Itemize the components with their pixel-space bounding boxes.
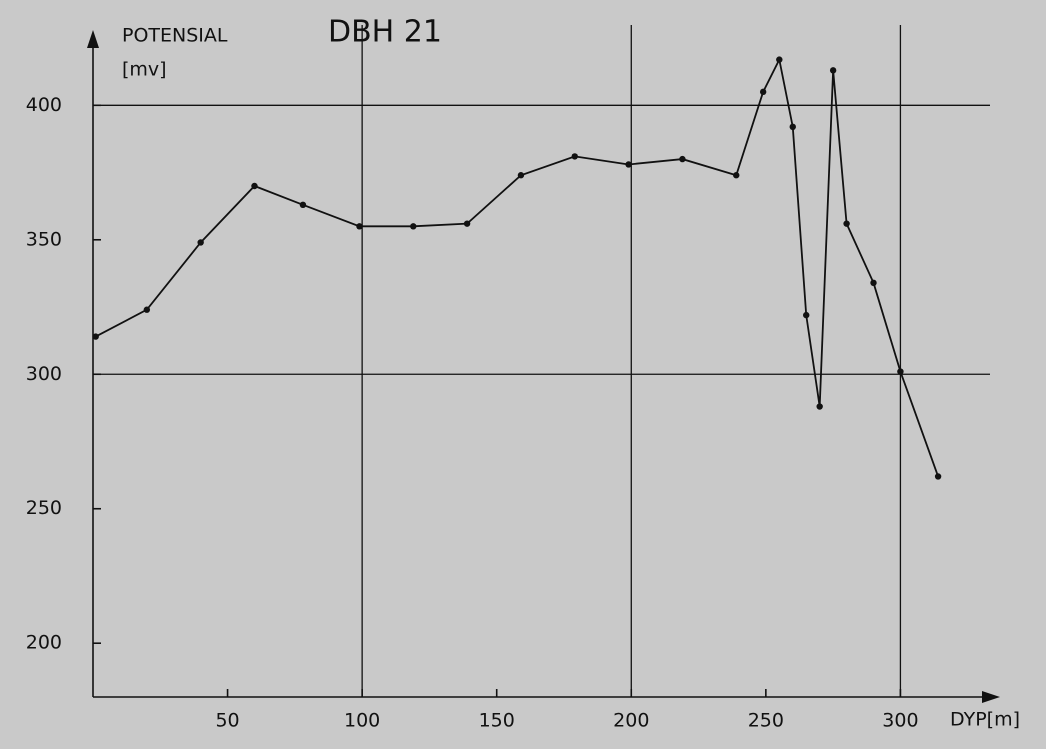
data-point bbox=[625, 161, 632, 168]
chart-title: DBH 21 bbox=[328, 15, 442, 50]
data-point bbox=[197, 239, 204, 246]
data-point bbox=[143, 306, 151, 313]
data-point bbox=[517, 172, 525, 179]
x-tick-label: 100 bbox=[344, 710, 380, 732]
x-tick-label: 200 bbox=[613, 710, 649, 732]
y-tick-label: 250 bbox=[26, 497, 62, 519]
data-point bbox=[843, 220, 850, 227]
x-tick-label: 50 bbox=[215, 710, 239, 732]
y-tick-label: 350 bbox=[26, 228, 62, 250]
y-axis-unit: [mv] bbox=[122, 59, 167, 81]
y-axis-label: POTENSIAL bbox=[122, 25, 228, 47]
x-tick-label: 150 bbox=[479, 710, 515, 732]
data-point bbox=[463, 220, 471, 227]
y-tick-label: 200 bbox=[26, 632, 62, 654]
data-point bbox=[92, 333, 99, 340]
x-axis-arrow bbox=[982, 691, 1000, 703]
x-tick-label: 250 bbox=[748, 710, 784, 732]
data-point bbox=[759, 88, 767, 96]
y-axis-arrow bbox=[87, 30, 99, 48]
data-point bbox=[571, 153, 578, 160]
data-point bbox=[789, 123, 796, 131]
data-point bbox=[251, 182, 258, 190]
data-point bbox=[897, 368, 904, 375]
data-point bbox=[816, 403, 823, 410]
data-point bbox=[934, 473, 942, 480]
data-point bbox=[803, 311, 810, 319]
data-point bbox=[299, 201, 307, 209]
x-tick-label: 300 bbox=[882, 710, 918, 732]
data-point bbox=[776, 56, 783, 63]
data-point bbox=[356, 223, 363, 230]
x-axis-label: DYP[m] bbox=[950, 709, 1020, 731]
data-point bbox=[829, 67, 837, 74]
y-tick-label: 400 bbox=[26, 94, 62, 116]
y-tick-label: 300 bbox=[26, 363, 62, 385]
data-point bbox=[410, 223, 417, 230]
data-point bbox=[679, 155, 686, 163]
data-point bbox=[870, 279, 877, 287]
data-point bbox=[733, 172, 740, 179]
